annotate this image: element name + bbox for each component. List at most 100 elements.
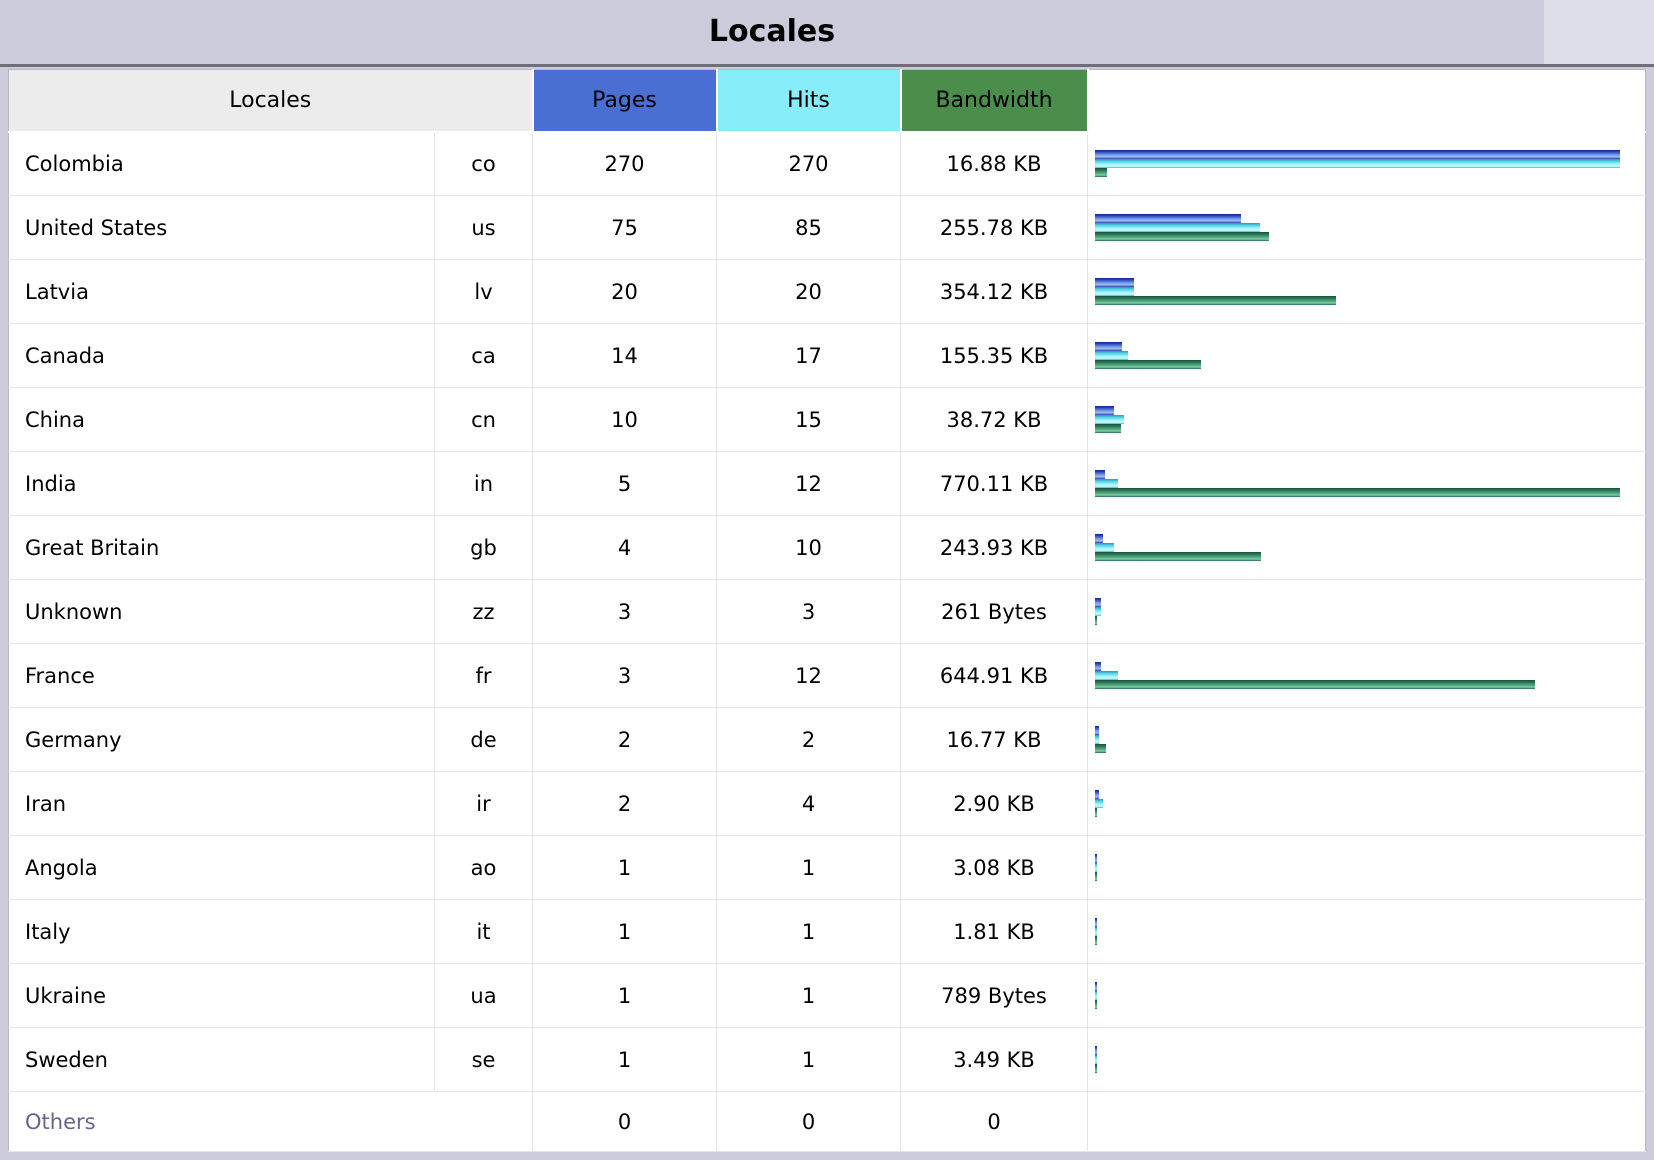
pages-value: 1 [532,1027,717,1092]
hits-value: 20 [716,259,901,324]
bars-cell [1087,195,1646,260]
locale-row: Germany de 2 2 16.77 KB [8,707,1646,772]
locale-row: Angola ao 1 1 3.08 KB [8,835,1646,900]
pages-bar [1095,214,1241,223]
bandwidth-bar [1095,680,1535,689]
country-name: Great Britain [8,515,435,580]
locale-row: Canada ca 14 17 155.35 KB [8,323,1646,388]
bandwidth-bar [1095,296,1336,305]
bandwidth-bar [1095,424,1121,433]
bandwidth-value: 261 Bytes [900,579,1088,644]
section-title-band: Locales [0,0,1654,64]
bandwidth-bar [1095,808,1097,817]
country-code: ua [434,963,533,1028]
pages-value: 14 [532,323,717,388]
pages-bar [1095,470,1105,479]
hits-value: 12 [716,643,901,708]
bars-cell [1087,579,1646,644]
hits-bar [1095,799,1103,808]
bars-cell [1087,131,1646,196]
bandwidth-value: 38.72 KB [900,387,1088,452]
locale-row: Unknown zz 3 3 261 Bytes [8,579,1646,644]
country-code: fr [434,643,533,708]
hits-value: 10 [716,515,901,580]
hits-bar [1095,159,1620,169]
hits-value: 4 [716,771,901,836]
hits-bar [1095,287,1134,296]
country-name: United States [8,195,435,260]
bandwidth-bar [1095,1000,1097,1009]
country-code: it [434,899,533,964]
hits-bar [1095,223,1260,232]
pages-value: 20 [532,259,717,324]
bars-cell [1087,451,1646,516]
bandwidth-value: 3.49 KB [900,1027,1088,1092]
pages-bar [1095,1046,1097,1055]
pages-value: 3 [532,643,717,708]
pages-value: 2 [532,771,717,836]
hits-value: 12 [716,451,901,516]
column-header-locales: Locales [8,69,534,133]
column-header-bandwidth: Bandwidth [900,69,1089,133]
others-bars-cell [1087,1091,1646,1152]
pages-bar [1095,854,1097,863]
hits-bar [1095,735,1099,744]
bandwidth-value: 3.08 KB [900,835,1088,900]
hits-bar [1095,991,1097,1000]
pages-value: 3 [532,579,717,644]
bars-cell [1087,323,1646,388]
hits-value: 270 [716,131,901,196]
locales-table: Locales Pages Hits Bandwidth Colombia co 2… [8,69,1646,1152]
pages-bar [1095,150,1620,160]
pages-bar [1095,406,1114,415]
pages-bar [1095,662,1101,671]
country-code: ca [434,323,533,388]
country-name: Canada [8,323,435,388]
pages-bar [1095,726,1099,735]
pages-value: 1 [532,899,717,964]
bars-cell [1087,1027,1646,1092]
hits-value: 3 [716,579,901,644]
country-code: cn [434,387,533,452]
pages-value: 1 [532,835,717,900]
bandwidth-bar [1095,616,1097,625]
bandwidth-value: 789 Bytes [900,963,1088,1028]
others-label: Others [8,1091,533,1152]
bandwidth-bar [1095,488,1620,497]
bars-cell [1087,835,1646,900]
pages-bar [1095,918,1097,927]
bars-cell [1087,259,1646,324]
title-band-corner [1544,0,1654,64]
country-name: France [8,643,435,708]
hits-bar [1095,351,1128,360]
pages-bar [1095,278,1134,287]
separator-line [0,64,1654,67]
bandwidth-value: 243.93 KB [900,515,1088,580]
hits-bar [1095,607,1101,616]
country-name: Angola [8,835,435,900]
bandwidth-value: 255.78 KB [900,195,1088,260]
hits-value: 85 [716,195,901,260]
hits-value: 1 [716,1027,901,1092]
bandwidth-bar [1095,744,1106,753]
bandwidth-bar [1095,552,1261,561]
others-bandwidth-value: 0 [900,1091,1088,1152]
hits-value: 1 [716,963,901,1028]
country-code: ir [434,771,533,836]
pages-value: 4 [532,515,717,580]
hits-bar [1095,415,1124,424]
bandwidth-bar [1095,872,1097,881]
pages-value: 1 [532,963,717,1028]
column-header-pages: Pages [532,69,718,133]
bars-cell [1087,899,1646,964]
bandwidth-bar [1095,1064,1097,1073]
bandwidth-value: 2.90 KB [900,771,1088,836]
pages-bar [1095,342,1122,351]
locale-row: Italy it 1 1 1.81 KB [8,899,1646,964]
country-name: Germany [8,707,435,772]
hits-bar [1095,479,1118,488]
country-code: zz [434,579,533,644]
column-header-bars [1087,69,1646,133]
pages-bar [1095,534,1103,543]
pages-value: 270 [532,131,717,196]
